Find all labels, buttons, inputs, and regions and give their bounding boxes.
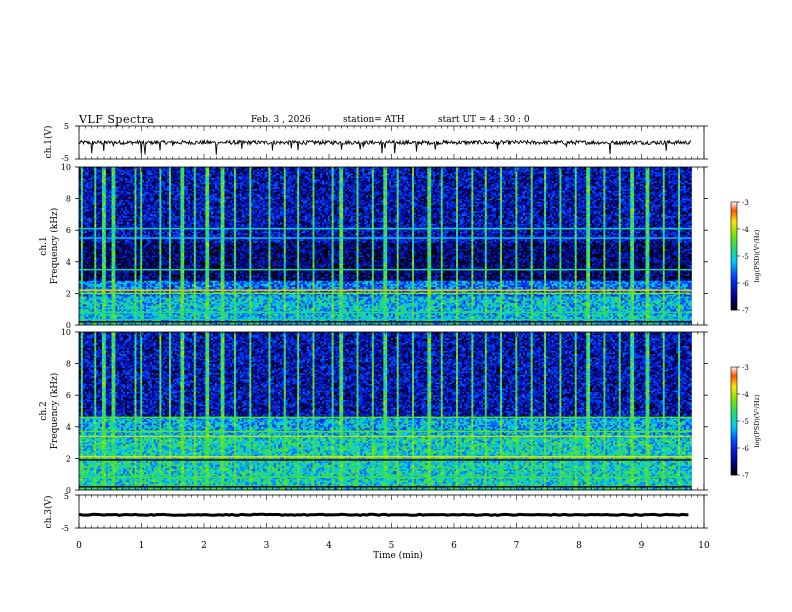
ch1-ylabel: ch.1(V) bbox=[43, 126, 54, 159]
ch1-ytick-top: 5 bbox=[64, 122, 69, 131]
ch1-spectrogram bbox=[79, 167, 692, 325]
ch1-trace bbox=[79, 141, 691, 155]
ch1-ytick-bottom: -5 bbox=[61, 154, 69, 163]
ch1-waveform-panel: 5 -5 ch.1(V) bbox=[43, 122, 708, 163]
